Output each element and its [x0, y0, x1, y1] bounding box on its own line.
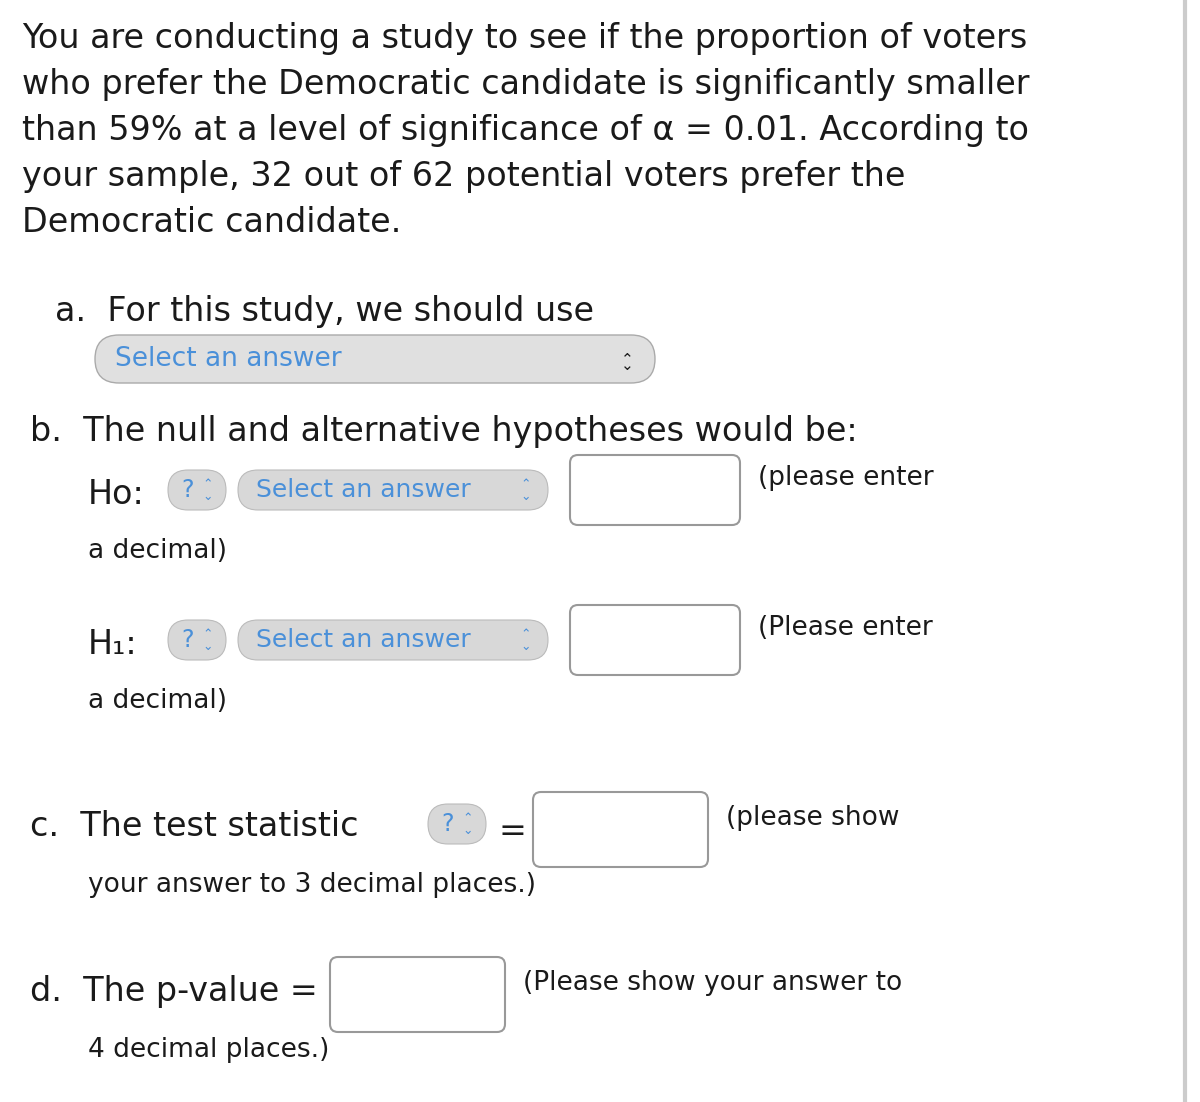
Text: You are conducting a study to see if the proportion of voters: You are conducting a study to see if the…	[22, 22, 1027, 55]
Text: a decimal): a decimal)	[88, 538, 227, 564]
Text: =: =	[498, 815, 526, 849]
FancyBboxPatch shape	[95, 335, 655, 383]
Text: your sample, 32 out of 62 potential voters prefer the: your sample, 32 out of 62 potential vote…	[22, 160, 905, 193]
Text: H₁:: H₁:	[88, 628, 138, 661]
Text: c.  The test statistic: c. The test statistic	[30, 810, 359, 843]
FancyBboxPatch shape	[570, 605, 740, 676]
Text: than 59% at a level of significance of α = 0.01. According to: than 59% at a level of significance of α…	[22, 114, 1030, 147]
Text: ⌃: ⌃	[521, 628, 532, 641]
Text: ⌃: ⌃	[203, 628, 214, 641]
Text: ⌃: ⌃	[203, 478, 214, 491]
Text: ⌄: ⌄	[203, 489, 214, 503]
FancyBboxPatch shape	[570, 455, 740, 525]
FancyBboxPatch shape	[238, 469, 548, 510]
Text: Ho:: Ho:	[88, 478, 145, 511]
Text: Select an answer: Select an answer	[256, 628, 470, 652]
FancyBboxPatch shape	[238, 620, 548, 660]
FancyBboxPatch shape	[168, 620, 226, 660]
Text: ?: ?	[181, 628, 194, 652]
FancyBboxPatch shape	[428, 804, 486, 844]
Text: ⌄: ⌄	[521, 489, 532, 503]
Text: a decimal): a decimal)	[88, 688, 227, 714]
Text: (please enter: (please enter	[758, 465, 934, 491]
Text: 4 decimal places.): 4 decimal places.)	[88, 1037, 329, 1063]
FancyBboxPatch shape	[168, 469, 226, 510]
Text: ⌄: ⌄	[521, 639, 532, 652]
Text: ⌃: ⌃	[463, 812, 473, 825]
Text: (Please show your answer to: (Please show your answer to	[523, 970, 902, 996]
Text: Select an answer: Select an answer	[256, 478, 470, 503]
Text: who prefer the Democratic candidate is significantly smaller: who prefer the Democratic candidate is s…	[22, 68, 1030, 101]
Text: (please show: (please show	[726, 804, 900, 831]
Text: a.  For this study, we should use: a. For this study, we should use	[55, 295, 594, 328]
Text: ⌃: ⌃	[620, 352, 634, 367]
Text: ⌄: ⌄	[203, 639, 214, 652]
Text: ⌄: ⌄	[620, 357, 634, 372]
Text: ?: ?	[181, 478, 194, 503]
Text: Democratic candidate.: Democratic candidate.	[22, 206, 401, 239]
Text: ?: ?	[442, 812, 455, 836]
FancyBboxPatch shape	[533, 792, 708, 867]
FancyBboxPatch shape	[330, 957, 505, 1031]
Text: ⌃: ⌃	[521, 478, 532, 491]
Text: your answer to 3 decimal places.): your answer to 3 decimal places.)	[88, 872, 536, 898]
Text: (Please enter: (Please enter	[758, 615, 932, 641]
Text: ⌄: ⌄	[463, 823, 473, 836]
Text: Select an answer: Select an answer	[115, 346, 342, 372]
Text: d.  The p-value =: d. The p-value =	[30, 975, 318, 1008]
Text: b.  The null and alternative hypotheses would be:: b. The null and alternative hypotheses w…	[30, 415, 858, 449]
